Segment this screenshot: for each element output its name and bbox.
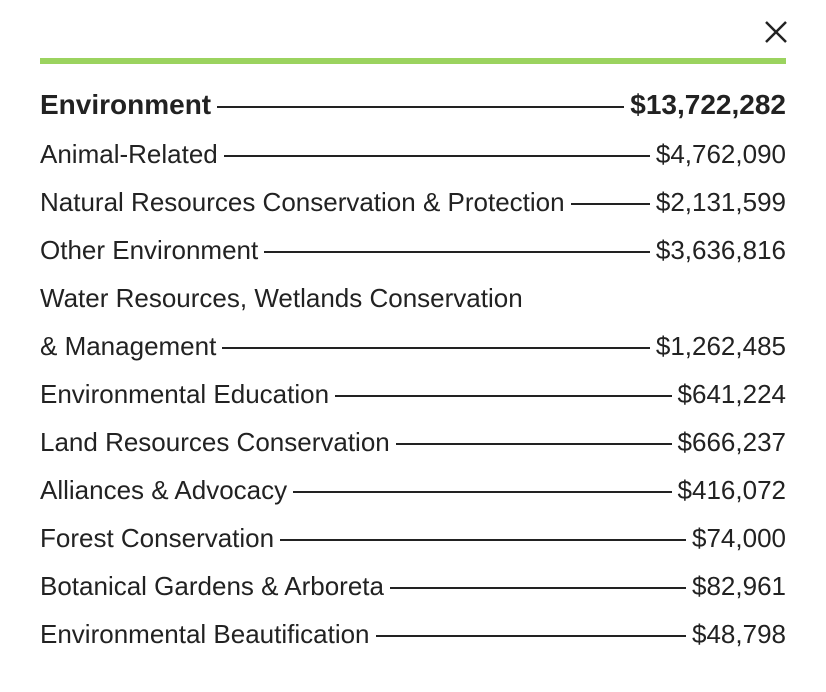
item-amount: $4,762,090 <box>655 139 786 169</box>
close-button[interactable] <box>760 16 792 48</box>
leader-line <box>389 587 687 589</box>
list-item: Environmental Education $641,224 <box>40 370 786 418</box>
item-name: Alliances & Advocacy <box>40 475 288 505</box>
list-item: Botanical Gardens & Arboreta $82,961 <box>40 562 786 610</box>
leader-line <box>223 155 650 157</box>
category-name: Environment <box>40 89 212 120</box>
item-name-continued: & Management <box>40 331 217 361</box>
item-amount: $74,000 <box>692 523 786 553</box>
item-amount: $641,224 <box>677 379 786 409</box>
item-amount: $1,262,485 <box>655 331 786 361</box>
item-name: Environmental Education <box>40 379 330 409</box>
accent-bar <box>40 58 786 64</box>
item-amount: $666,237 <box>677 427 786 457</box>
close-icon <box>765 21 787 43</box>
list-item: Environmental Beautification $48,798 <box>40 610 786 658</box>
leader-line <box>280 539 687 541</box>
leader-line <box>375 635 687 637</box>
leader-line <box>264 251 650 253</box>
leader-line <box>293 491 672 493</box>
item-name: Water Resources, Wetlands Conservation <box>40 283 523 313</box>
item-name: Environmental Beautification <box>40 619 370 649</box>
item-amount: $82,961 <box>692 571 786 601</box>
list-item: Land Resources Conservation $666,237 <box>40 418 786 466</box>
list-item: Alliances & Advocacy $416,072 <box>40 466 786 514</box>
item-name: Natural Resources Conservation & Protect… <box>40 187 565 217</box>
list-item: Animal-Related $4,762,090 <box>40 130 786 178</box>
list-item: Natural Resources Conservation & Protect… <box>40 178 786 226</box>
item-name: Animal-Related <box>40 139 218 169</box>
leader-line <box>570 203 650 205</box>
item-name: Forest Conservation <box>40 523 275 553</box>
list-item: & Management $1,262,485 <box>40 322 786 370</box>
item-amount: $48,798 <box>692 619 786 649</box>
category-total-row: Environment $13,722,282 <box>40 80 786 130</box>
list-item: Other Environment $3,636,816 <box>40 226 786 274</box>
item-name: Other Environment <box>40 235 259 265</box>
item-amount: $2,131,599 <box>655 187 786 217</box>
item-name: Botanical Gardens & Arboreta <box>40 571 384 601</box>
leader-line <box>335 395 672 397</box>
leader-line <box>395 443 672 445</box>
item-amount: $3,636,816 <box>655 235 786 265</box>
leader-line <box>217 106 625 108</box>
item-name: Land Resources Conservation <box>40 427 390 457</box>
list-item: Forest Conservation $74,000 <box>40 514 786 562</box>
category-amount: $13,722,282 <box>630 89 786 120</box>
breakdown-list: Environment $13,722,282 Animal-Related $… <box>40 80 786 658</box>
list-item-name-line1: Water Resources, Wetlands Conservation <box>40 274 786 322</box>
leader-line <box>222 347 650 349</box>
item-amount: $416,072 <box>677 475 786 505</box>
